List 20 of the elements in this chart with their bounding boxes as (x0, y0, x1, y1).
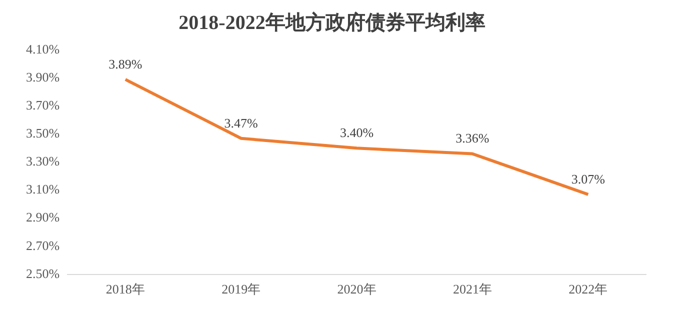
data-label: 3.40% (340, 125, 374, 140)
y-tick-label: 3.30% (26, 154, 60, 169)
chart-title: 2018-2022年地方政府债券平均利率 (178, 11, 486, 34)
x-tick-label: 2018年 (106, 282, 145, 297)
data-label: 3.47% (224, 115, 258, 130)
y-tick-label: 2.70% (26, 238, 60, 253)
x-tick-label: 2022年 (568, 282, 608, 297)
x-tick-label: 2020年 (337, 282, 376, 297)
x-tick-label: 2021年 (452, 282, 492, 297)
data-label: 3.36% (456, 130, 490, 146)
y-tick-label: 3.50% (26, 126, 60, 141)
data-label: 3.89% (108, 56, 142, 72)
y-tick-label: 3.70% (26, 98, 60, 113)
x-tick-label: 2019年 (222, 282, 261, 297)
y-tick-label: 2.90% (26, 210, 60, 225)
y-tick-label: 2.50% (26, 266, 60, 281)
y-tick-label: 3.90% (26, 69, 60, 84)
y-tick-label: 3.10% (26, 182, 60, 197)
data-label: 3.07% (571, 171, 606, 186)
y-tick-label: 4.10% (26, 41, 60, 56)
